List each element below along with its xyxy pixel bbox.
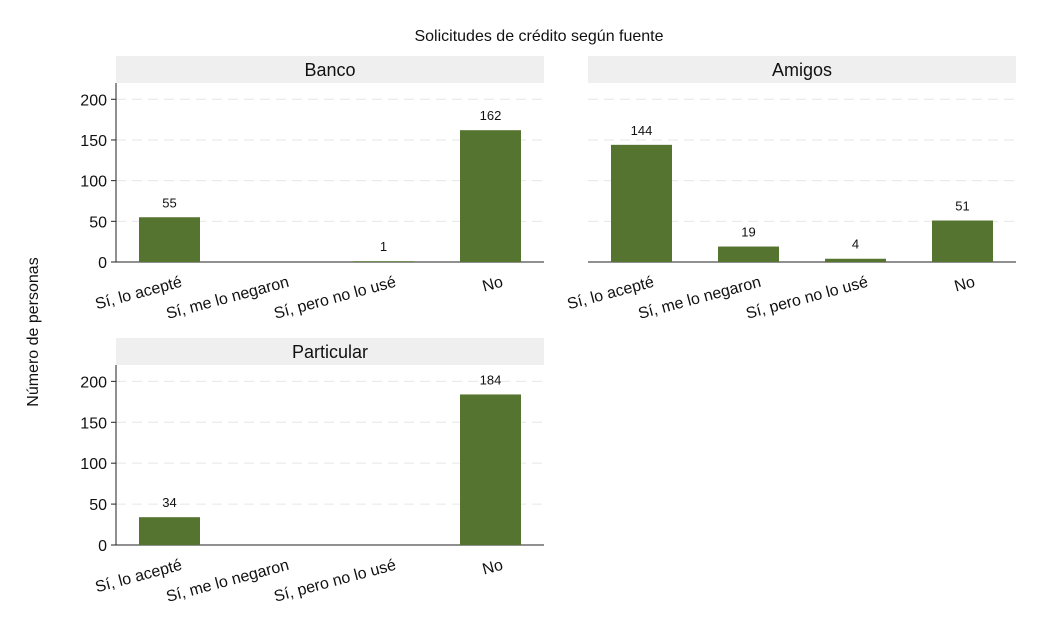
y-tick-label: 50: [89, 497, 107, 514]
bar: [460, 130, 521, 262]
x-tick-label: Sí, pero no lo usé: [272, 557, 398, 606]
bar-data-label: 162: [480, 108, 502, 123]
bar: [460, 394, 521, 545]
y-tick-label: 200: [80, 374, 107, 391]
panel-strip: [588, 56, 1016, 83]
panel-strip-label: Banco: [304, 60, 355, 80]
x-tick-label: Sí, me lo negaron: [636, 274, 762, 323]
x-tick-label: Sí, me lo negaron: [164, 557, 290, 606]
y-tick-label: 150: [80, 133, 107, 150]
y-axis-label: Número de personas: [25, 257, 42, 406]
bar-data-label: 184: [480, 372, 502, 387]
x-tick-label: No: [481, 274, 505, 296]
panel-strip-label: Amigos: [772, 60, 832, 80]
y-tick-label: 100: [80, 456, 107, 473]
panel-strip: [116, 56, 544, 83]
bar: [825, 258, 886, 262]
bar-data-label: 19: [741, 225, 755, 240]
x-tick-label: Sí, pero no lo usé: [744, 274, 870, 323]
chart-title: Solicitudes de crédito según fuente: [414, 28, 663, 45]
x-tick-label: Sí, pero no lo usé: [272, 274, 398, 323]
y-tick-label: 200: [80, 92, 107, 109]
bar-data-label: 34: [162, 495, 176, 510]
bar-data-label: 1: [380, 239, 387, 254]
panel-strip-label: Particular: [292, 342, 368, 362]
bar: [718, 246, 779, 262]
panel-strip: [116, 338, 544, 365]
y-tick-label: 0: [98, 255, 107, 272]
y-tick-label: 100: [80, 174, 107, 191]
bar-data-label: 55: [162, 195, 176, 210]
bar: [139, 517, 200, 545]
bar-data-label: 144: [631, 123, 653, 138]
bar: [139, 217, 200, 262]
x-tick-label: No: [953, 274, 977, 296]
y-tick-label: 50: [89, 214, 107, 231]
bar-data-label: 4: [852, 237, 859, 252]
y-tick-label: 150: [80, 415, 107, 432]
bar: [353, 261, 414, 262]
bar: [611, 144, 672, 262]
bar: [932, 220, 993, 262]
x-tick-label: Sí, me lo negaron: [164, 274, 290, 323]
bar-data-label: 51: [955, 199, 969, 214]
y-tick-label: 0: [98, 538, 107, 555]
x-tick-label: No: [481, 557, 505, 579]
